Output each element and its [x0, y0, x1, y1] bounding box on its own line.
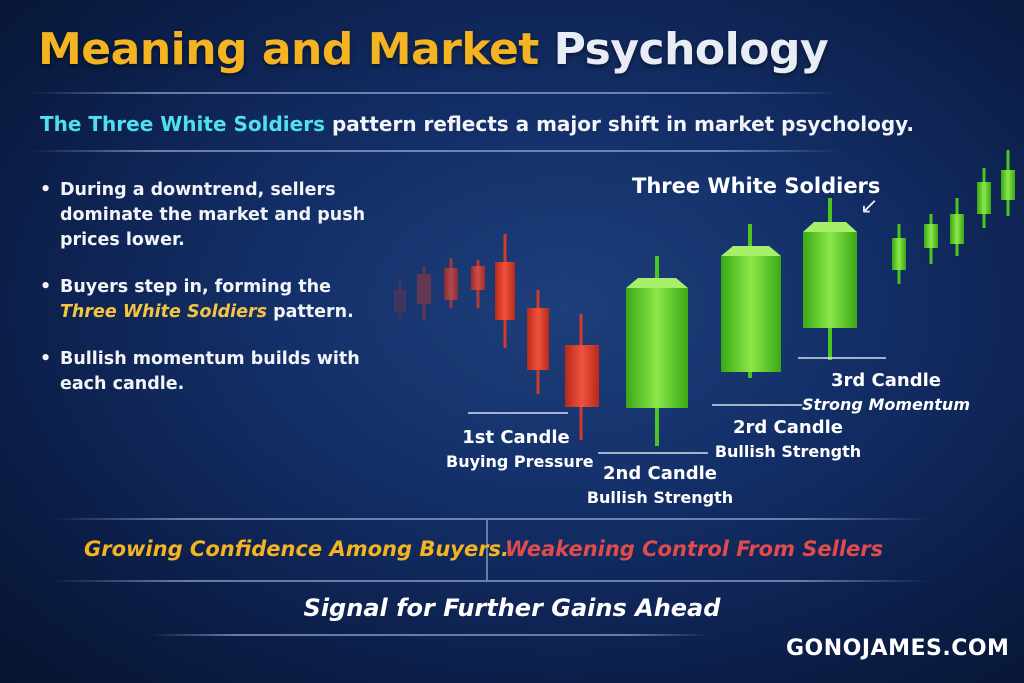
subtitle-divider: [30, 150, 840, 152]
candle-label-3: 2rd Candle Bullish Strength: [708, 416, 868, 464]
fading-candle: [471, 260, 485, 308]
signal-underline: [150, 634, 710, 636]
bearish-candle: [527, 290, 549, 394]
soldier-candles: [626, 198, 857, 446]
arrow-down-left-icon: ↙: [860, 194, 879, 219]
small-bullish-candle: [924, 214, 938, 264]
candlestick-illustration: [394, 150, 1015, 446]
candle-label-2: 2nd Candle Bullish Strength: [580, 462, 740, 510]
brand-watermark: GONOJAMES.COM: [786, 636, 1010, 661]
bullet-text: pattern.: [273, 302, 354, 322]
candle-label-title: 2nd Candle: [603, 463, 717, 484]
candle-label-title: 1st Candle: [462, 427, 570, 448]
title-part-2: Psychology: [553, 24, 829, 75]
title-divider: [30, 92, 840, 94]
sellers-weakening-text: Weakening Control From Sellers: [505, 537, 884, 561]
title-part-1: Meaning and Market: [38, 24, 539, 75]
bearish-candle: [495, 234, 515, 348]
label-rule: [468, 412, 568, 414]
buyers-confidence-text: Growing Confidence Among Buyers.: [84, 537, 510, 561]
signal-text: Signal for Further Gains Ahead: [303, 594, 721, 622]
bullet-list: During a downtrend, sellers dominate the…: [38, 178, 408, 419]
bottom-vertical-divider: [486, 520, 488, 580]
bullet-item: Bullish momentum builds with each candle…: [38, 347, 408, 397]
bullet-item: During a downtrend, sellers dominate the…: [38, 178, 408, 253]
fading-candle: [394, 280, 406, 318]
page-title: Meaning and Market Psychology: [38, 24, 829, 75]
candle-label-subtitle: Bullish Strength: [714, 442, 862, 461]
soldier-candle-2: [721, 224, 781, 378]
bottom-mid-divider: [50, 580, 930, 582]
candle-label-subtitle: Strong Momentum: [801, 395, 970, 414]
label-rule: [798, 357, 886, 359]
bottom-top-divider: [50, 518, 930, 520]
fading-candle: [444, 258, 458, 308]
small-bullish-candle: [977, 168, 991, 228]
bullet-text: Buyers step in, forming the: [60, 277, 331, 297]
candle-label-title: 3rd Candle: [831, 370, 941, 391]
bullet-item: Buyers step in, forming the Three White …: [38, 275, 408, 325]
candle-label-subtitle: Buying Pressure: [446, 452, 594, 471]
candle-label-1: 1st Candle Buying Pressure: [446, 426, 594, 474]
subtitle: The Three White Soldiers pattern reflect…: [40, 112, 914, 136]
small-bullish-candle: [892, 224, 906, 284]
candle-label-title: 2rd Candle: [733, 417, 843, 438]
pattern-name-label: Three White Soldiers: [632, 174, 881, 198]
soldier-candle-1: [626, 256, 688, 446]
label-rule: [712, 404, 802, 406]
small-bullish-candle: [950, 198, 964, 256]
bullet-text: During a downtrend, sellers dominate the…: [60, 180, 366, 250]
small-bullish-candle: [1001, 150, 1015, 216]
downtrend-candles: [394, 234, 599, 440]
soldier-candle-3: [803, 198, 857, 360]
fading-candle: [417, 266, 431, 320]
bearish-candle: [565, 314, 599, 440]
bullet-text: Bullish momentum builds with each candle…: [60, 349, 360, 394]
subtitle-rest: pattern reflects a major shift in market…: [331, 112, 914, 136]
candle-label-subtitle: Bullish Strength: [586, 488, 734, 507]
candle-label-4: 3rd Candle Strong Momentum: [796, 369, 976, 417]
bullet-highlight: Three White Soldiers: [60, 302, 268, 322]
subtitle-highlight: The Three White Soldiers: [40, 112, 325, 136]
uptrend-continuation-candles: [892, 150, 1015, 284]
label-rule: [598, 452, 708, 454]
